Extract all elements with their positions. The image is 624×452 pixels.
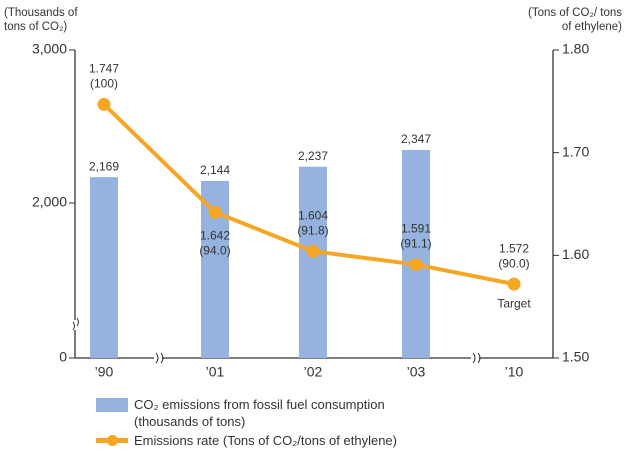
bar bbox=[90, 177, 118, 358]
bar bbox=[402, 149, 430, 358]
line-marker bbox=[306, 244, 320, 258]
line-index-label: (100) bbox=[90, 77, 118, 91]
y-axis-title: (Thousands of tons of CO₂) bbox=[4, 7, 78, 33]
y2-axis-title: (Tons of CO₂/ tons of ethylene) bbox=[528, 7, 622, 33]
annotation: Target bbox=[497, 296, 531, 310]
y-tick-label: 3,000 bbox=[32, 41, 67, 57]
axis-break bbox=[72, 317, 79, 331]
bar-value-label: 2,144 bbox=[200, 163, 230, 177]
y2-tick-label: 1.70 bbox=[562, 143, 589, 159]
x-tick-label: ’01 bbox=[206, 364, 225, 380]
bar-value-label: 2,237 bbox=[298, 149, 328, 163]
line-value-label: 1.591 bbox=[401, 222, 431, 236]
legend-label: Emissions rate (Tons of CO₂/tons of ethy… bbox=[134, 433, 397, 448]
x-tick-label: ’02 bbox=[304, 364, 323, 380]
y2-tick-label: 1.50 bbox=[562, 349, 589, 365]
line-marker bbox=[208, 205, 222, 219]
legend-label: CO₂ emissions from fossil fuel consumpti… bbox=[134, 397, 385, 429]
y2-tick-label: 1.60 bbox=[562, 246, 589, 262]
line-marker bbox=[507, 277, 521, 291]
bar-value-label: 2,169 bbox=[89, 159, 119, 173]
y-tick-label: 2,000 bbox=[32, 194, 67, 210]
line-value-label: 1.747 bbox=[89, 62, 119, 76]
legend-swatch bbox=[96, 398, 128, 412]
line-marker bbox=[97, 97, 111, 111]
x-tick-label: ’03 bbox=[407, 364, 426, 380]
y-tick-label: 0 bbox=[59, 349, 67, 365]
axis-break bbox=[472, 352, 481, 364]
line-value-label: 1.572 bbox=[499, 241, 529, 255]
legend-marker bbox=[107, 435, 118, 446]
y2-tick-label: 1.80 bbox=[562, 41, 589, 57]
line-index-label: (90.0) bbox=[498, 256, 529, 270]
x-tick-label: ’90 bbox=[95, 364, 114, 380]
line-index-label: (91.1) bbox=[400, 237, 431, 251]
line-marker bbox=[409, 258, 423, 272]
line-value-label: 1.642 bbox=[200, 228, 230, 242]
line-index-label: (91.8) bbox=[297, 223, 328, 237]
bar bbox=[299, 166, 327, 358]
line-value-label: 1.604 bbox=[298, 208, 328, 222]
bar-value-label: 2,347 bbox=[401, 132, 431, 146]
axis-break-gap bbox=[71, 320, 79, 330]
axis-break bbox=[155, 352, 164, 364]
x-tick-label: ’10 bbox=[505, 364, 524, 380]
line-index-label: (94.0) bbox=[199, 243, 230, 257]
